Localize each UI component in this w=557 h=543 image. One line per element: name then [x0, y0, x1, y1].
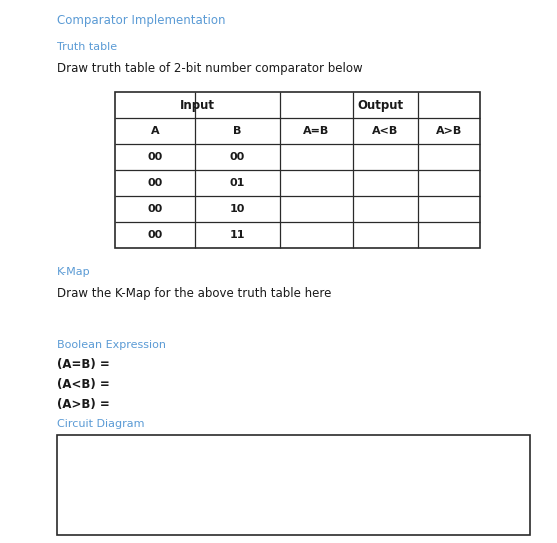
Bar: [115, 92, 480, 248]
Text: B: B: [233, 126, 242, 136]
Text: Circuit Diagram: Circuit Diagram: [57, 419, 144, 429]
Text: 00: 00: [148, 230, 163, 240]
Text: (A>B) =: (A>B) =: [57, 398, 110, 411]
Text: Comparator Implementation: Comparator Implementation: [57, 14, 226, 27]
Text: A<B: A<B: [373, 126, 399, 136]
Text: A=B: A=B: [304, 126, 330, 136]
Text: Boolean Expression: Boolean Expression: [57, 340, 166, 350]
Text: Truth table: Truth table: [57, 42, 117, 52]
Text: 00: 00: [148, 152, 163, 162]
Text: (A=B) =: (A=B) =: [57, 358, 110, 371]
Text: Output: Output: [357, 98, 403, 111]
Text: K-Map: K-Map: [57, 267, 91, 277]
Bar: [57, 435, 530, 535]
Text: Draw truth table of 2-bit number comparator below: Draw truth table of 2-bit number compara…: [57, 62, 363, 75]
Text: (A<B) =: (A<B) =: [57, 378, 110, 391]
Text: 01: 01: [230, 178, 245, 188]
Text: Input: Input: [180, 98, 215, 111]
Text: A: A: [151, 126, 159, 136]
Text: 00: 00: [230, 152, 245, 162]
Text: 00: 00: [148, 178, 163, 188]
Text: A>B: A>B: [436, 126, 462, 136]
Text: 11: 11: [229, 230, 245, 240]
Text: Draw the K-Map for the above truth table here: Draw the K-Map for the above truth table…: [57, 287, 331, 300]
Text: 10: 10: [230, 204, 245, 214]
Text: 00: 00: [148, 204, 163, 214]
